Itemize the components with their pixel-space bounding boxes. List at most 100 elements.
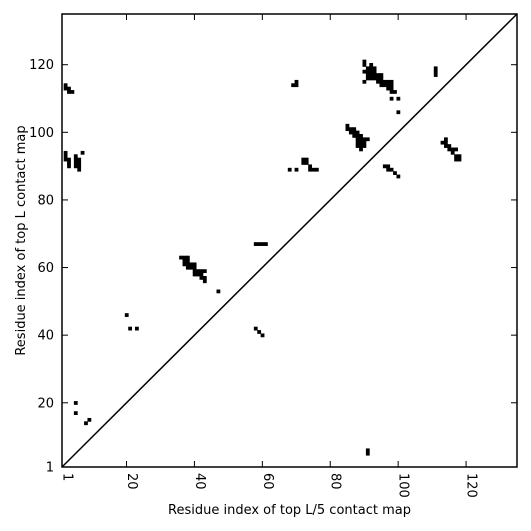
contact-point-top-l bbox=[260, 333, 265, 338]
contact-point-top-l bbox=[348, 130, 353, 135]
contact-point-top-l bbox=[192, 272, 197, 277]
y-tick-label: 40 bbox=[37, 329, 54, 344]
contact-point-top-l bbox=[386, 86, 391, 91]
contact-point-top-l bbox=[444, 144, 448, 148]
contact-point-top-l bbox=[67, 90, 71, 94]
contact-point-top-l bbox=[185, 265, 190, 270]
contact-point-top-l bbox=[355, 137, 360, 142]
contact-point-top-l bbox=[67, 86, 71, 91]
contact-point-top-l bbox=[454, 157, 458, 162]
contact-point-top-l bbox=[253, 326, 258, 331]
contact-point-top-l bbox=[454, 147, 458, 152]
contact-point-top-l bbox=[389, 86, 394, 91]
contact-point-top-l bbox=[365, 73, 370, 77]
contact-point-top-l bbox=[311, 167, 316, 172]
y-tick-label: 60 bbox=[37, 261, 54, 276]
contact-point-top-l bbox=[352, 134, 357, 138]
contact-point-top-l bbox=[376, 76, 380, 81]
contact-point-top-l bbox=[386, 79, 391, 84]
contact-point-top-l bbox=[63, 150, 68, 155]
contact-point-top-l bbox=[359, 134, 363, 138]
contact-point-top-l bbox=[389, 96, 394, 101]
y-tick-label: 1 bbox=[46, 461, 54, 476]
contact-point-top-l bbox=[189, 265, 194, 270]
contact-point-top-l bbox=[70, 90, 75, 94]
contact-point-top-l bbox=[185, 259, 190, 263]
contact-point-top-l bbox=[372, 76, 377, 81]
contact-point-top-l bbox=[433, 66, 438, 71]
y-tick-label: 20 bbox=[37, 396, 54, 411]
contact-point-top-l bbox=[396, 110, 401, 115]
contact-point-top-l bbox=[192, 269, 197, 274]
contact-point-top-l bbox=[444, 140, 448, 145]
contact-point-top-l bbox=[63, 83, 68, 88]
contact-point-top-l bbox=[196, 269, 200, 274]
contact-point-top-l bbox=[199, 269, 204, 274]
contact-point-top-l bbox=[362, 79, 367, 84]
contact-point-top-l bbox=[182, 262, 187, 267]
contact-point-top-l bbox=[67, 161, 71, 165]
contact-point-top-l5 bbox=[365, 451, 370, 456]
contact-point-top-l bbox=[348, 127, 353, 132]
contact-point-top-l bbox=[365, 66, 370, 71]
contact-point-top-l bbox=[362, 140, 367, 145]
y-tick-label: 80 bbox=[37, 193, 54, 208]
contact-point-top-l bbox=[182, 259, 187, 263]
contact-point-top-l bbox=[359, 140, 363, 145]
contact-point-top-l bbox=[304, 157, 309, 162]
contact-point-top-l bbox=[433, 73, 438, 77]
contact-point-top-l bbox=[396, 96, 401, 101]
contact-point-top-l5 bbox=[365, 448, 370, 453]
contact-point-top-l bbox=[77, 157, 82, 162]
contact-point-top-l bbox=[362, 144, 367, 148]
contact-point-top-l bbox=[389, 167, 394, 172]
contact-point-top-l bbox=[369, 66, 374, 71]
contact-point-top-l bbox=[379, 73, 384, 77]
contact-point-top-l bbox=[73, 164, 78, 169]
contact-point-top-l bbox=[308, 164, 312, 169]
contact-point-top-l bbox=[355, 140, 360, 145]
x-tick-label: 120 bbox=[464, 473, 479, 498]
contact-point-top-l bbox=[253, 242, 258, 246]
diagonal-line bbox=[61, 13, 518, 468]
contact-point-top-l bbox=[386, 164, 391, 169]
contact-point-top-l bbox=[294, 167, 299, 172]
contact-point-top-l bbox=[192, 262, 197, 267]
contact-point-top-l bbox=[202, 269, 207, 274]
contact-point-top-l bbox=[372, 73, 377, 77]
contact-point-top-l bbox=[124, 313, 129, 317]
contact-point-top-l bbox=[372, 69, 377, 74]
contact-point-top-l bbox=[382, 83, 387, 88]
contact-point-top-l bbox=[216, 289, 221, 294]
contact-point-top-l bbox=[389, 90, 394, 94]
contact-point-top-l bbox=[389, 79, 394, 84]
contact-point-top-l bbox=[393, 171, 397, 175]
contact-point-top-l bbox=[372, 66, 377, 71]
contact-point-top-l bbox=[345, 123, 350, 128]
contact-point-top-l bbox=[80, 150, 85, 155]
contact-point-top-l bbox=[457, 157, 462, 162]
plot-area bbox=[61, 13, 518, 468]
contact-point-top-l bbox=[185, 262, 190, 267]
contact-point-top-l bbox=[450, 147, 455, 152]
contact-point-top-l bbox=[257, 242, 262, 246]
contact-point-top-l bbox=[389, 83, 394, 88]
contact-point-top-l bbox=[386, 167, 391, 172]
contact-point-top-l bbox=[189, 262, 194, 267]
contact-point-top-l5 bbox=[84, 421, 88, 426]
contact-point-top-l bbox=[128, 326, 133, 331]
contact-point-top-l bbox=[63, 154, 68, 159]
contact-point-top-l bbox=[345, 127, 350, 132]
y-tick-label: 100 bbox=[29, 126, 54, 141]
contact-point-top-l5 bbox=[87, 417, 92, 422]
contact-point-top-l bbox=[135, 326, 139, 331]
contact-point-top-l bbox=[359, 147, 363, 152]
contact-point-top-l bbox=[454, 154, 458, 159]
contact-point-top-l bbox=[359, 144, 363, 148]
contact-point-top-l bbox=[352, 127, 357, 132]
contact-point-top-l bbox=[301, 161, 306, 165]
contact-point-top-l bbox=[440, 140, 445, 145]
contact-point-top-l bbox=[196, 272, 200, 277]
